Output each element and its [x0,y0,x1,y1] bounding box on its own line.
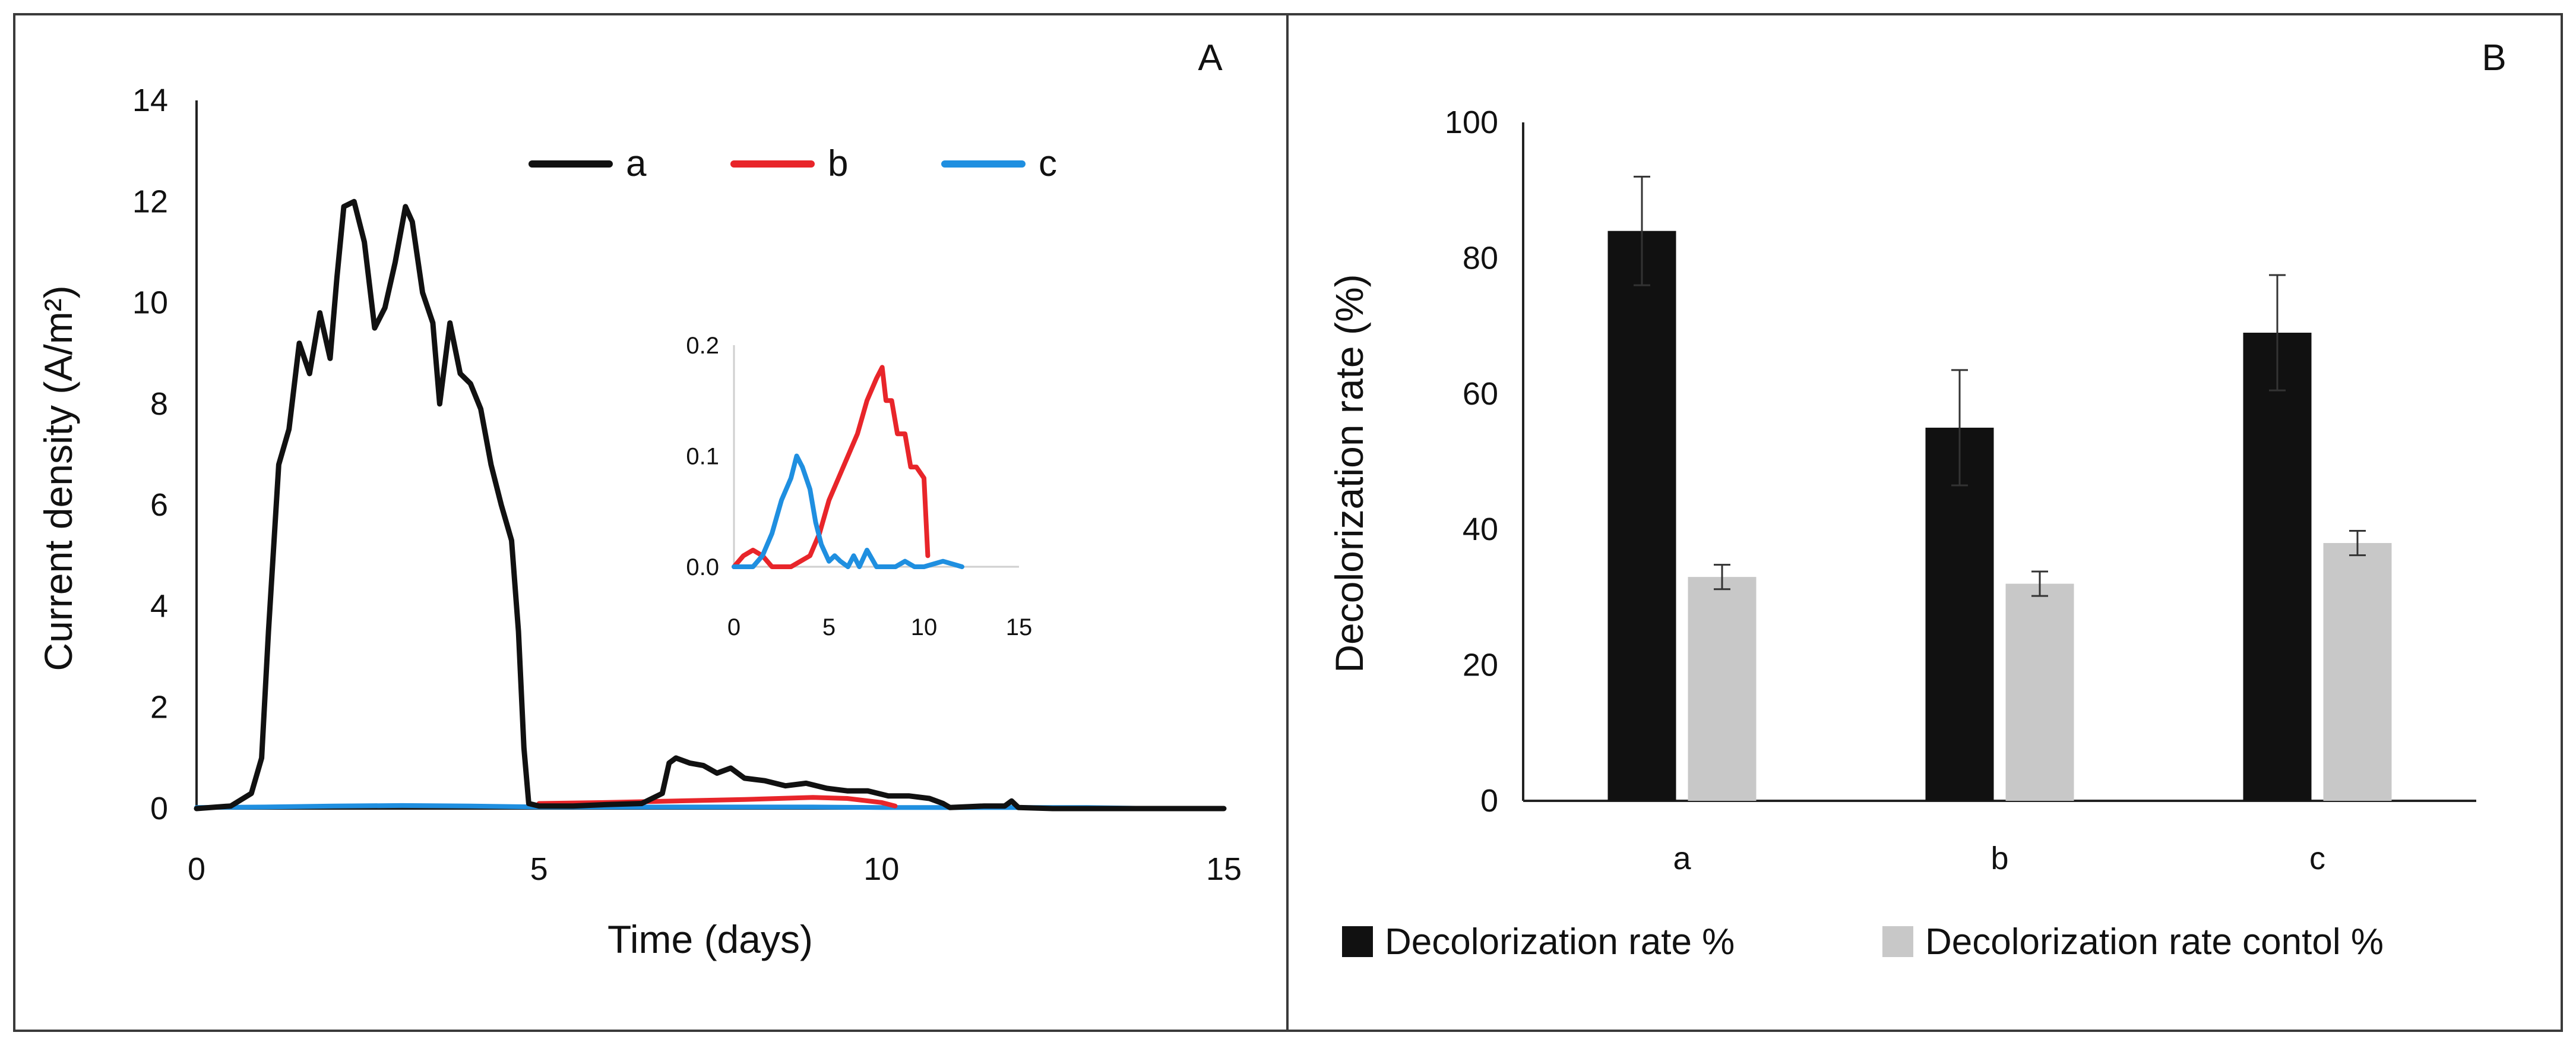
legend-label-control: Decolorization rate contol % [1925,921,2384,962]
legend-label-rate: Decolorization rate % [1385,921,1735,962]
inset-x-tick-label: 10 [911,614,938,640]
x-tick-label: a [1673,841,1691,876]
y-tick-label: 14 [132,83,168,118]
series-line-a [194,198,1227,812]
current-density-chart: A 0 2 4 6 8 10 12 14 0 5 10 15 Time (days) Current den… [36,37,1242,961]
inset-x-tick-label: 0 [727,614,740,640]
x-tick-label: 15 [1206,851,1242,887]
y-tick-label: 8 [150,386,168,422]
x-tick-label: 5 [530,851,548,887]
x-tick-label: c [2309,841,2325,876]
y-tick-label: 80 [1463,240,1498,276]
y-tick-label: 0 [1480,783,1498,819]
panel-label-b: B [2482,37,2506,78]
legend-swatch-rate [1342,926,1373,957]
panel-a: A 0 2 4 6 8 10 12 14 0 5 10 15 Time (days) Current den… [13,13,1290,1032]
legend-label-a: a [626,143,647,184]
y-axis-title: Decolorization rate (%) [1327,274,1371,673]
decolorization-rate-chart: B 0 20 40 60 80 100 Decolorization rate (%) a b c D… [1327,37,2507,962]
bar-control-b [2005,583,2074,801]
inset-y-tick-label: 0.0 [686,554,719,580]
panel-label-a: A [1198,37,1223,78]
x-tick-label: b [1990,841,2008,876]
inset-x-tick-label: 5 [822,614,836,640]
legend-label-b: b [828,143,848,184]
y-tick-label: 100 [1445,105,1498,140]
y-tick-label: 2 [150,690,168,725]
y-tick-label: 6 [150,487,168,523]
inset-series-line-c [732,453,964,569]
legend-label-c: c [1039,143,1057,184]
y-tick-label: 12 [132,184,168,219]
bar-control-c [2323,543,2392,801]
inset-y-tick-label: 0.2 [686,333,719,359]
y-tick-label: 0 [150,791,168,826]
bar-rate-b [1925,427,1994,801]
panel-b: B 0 20 40 60 80 100 Decolorization rate (%) a b c D… [1286,13,2563,1032]
x-tick-label: 0 [188,851,205,887]
bar-control-a [1688,577,1757,801]
inset-y-tick-label: 0.1 [686,444,719,470]
bar-rate-c [2243,333,2312,801]
inset-series-line-b [732,365,931,569]
y-tick-label: 40 [1463,512,1498,547]
legend-swatch-control [1882,926,1913,957]
y-axis-title: Current density (A/m²) [36,285,80,671]
y-tick-label: 60 [1463,376,1498,412]
x-tick-label: 10 [863,851,899,887]
y-tick-label: 10 [132,285,168,321]
y-tick-label: 4 [150,588,168,624]
inset-x-tick-label: 15 [1006,614,1033,640]
x-axis-title: Time (days) [607,917,813,961]
y-tick-label: 20 [1463,648,1498,683]
bar-rate-a [1607,231,1676,801]
